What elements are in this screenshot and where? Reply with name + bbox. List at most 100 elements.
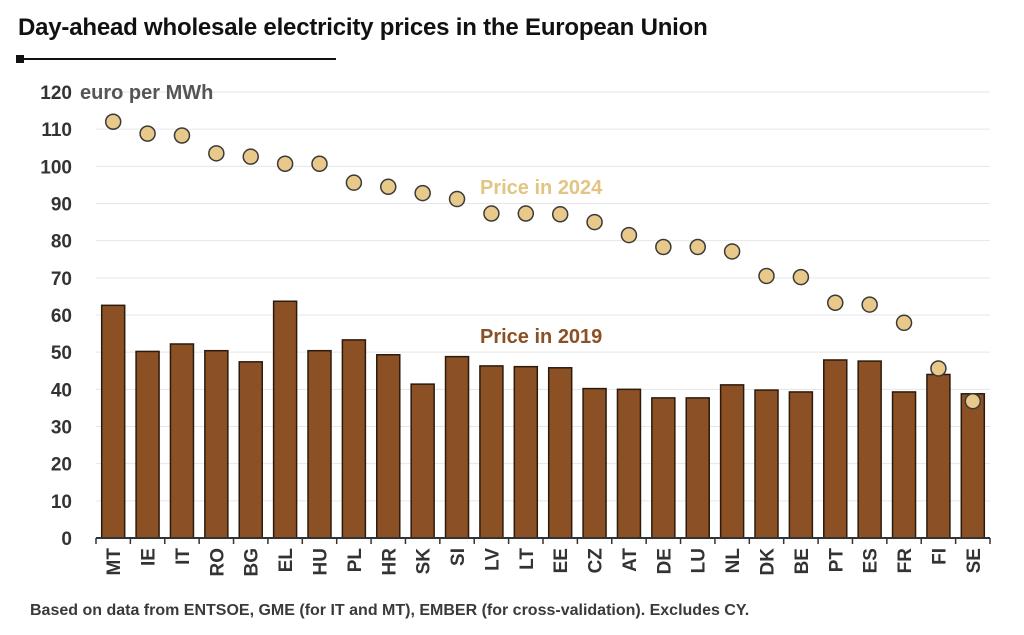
- x-tick-label-ES: ES: [861, 548, 882, 573]
- x-tick-label-MT: MT: [104, 548, 125, 576]
- y-tick-label: 30: [51, 418, 72, 439]
- bars-2019: [100, 300, 986, 539]
- bar-2019-MT: [100, 304, 126, 539]
- dot-2024-HR: [380, 178, 397, 196]
- source-note: Based on data from ENTSOE, GME (for IT a…: [30, 602, 750, 619]
- y-tick-label: 50: [51, 343, 72, 364]
- y-tick-label: 60: [51, 306, 72, 327]
- y-tick-label: 80: [51, 232, 72, 253]
- dot-2024-BE: [792, 268, 810, 286]
- dot-2024-LU: [689, 238, 706, 256]
- bar-2019-SI: [444, 355, 470, 539]
- dot-2024-EL: [276, 155, 294, 172]
- dot-2024-DE: [655, 238, 672, 256]
- x-tick-label-NL: NL: [723, 548, 744, 574]
- dot-2024-PT: [827, 294, 844, 311]
- bar-2019-EE: [547, 367, 573, 539]
- bar-2019-IE: [135, 350, 160, 539]
- y-axis-unit-label: euro per MWh: [80, 82, 213, 104]
- bar-2019-ES: [857, 360, 882, 539]
- x-tick-label-LT: LT: [517, 548, 538, 570]
- dot-2024-CZ: [586, 213, 603, 231]
- x-tick-label-PL: PL: [345, 548, 366, 573]
- x-tick-label-HU: HU: [311, 548, 332, 575]
- bar-2019-BG: [238, 361, 263, 539]
- bar-2019-PT: [823, 359, 848, 539]
- bar-2019-CZ: [582, 387, 607, 539]
- dot-2024-DK: [758, 267, 775, 285]
- x-tick-label-HR: HR: [379, 548, 400, 576]
- bar-2019-PL: [341, 339, 367, 539]
- series-label-2019: Price in 2019: [480, 326, 602, 348]
- axes: 0 10 20 30 40 50 60 70 80 90 100 110 120 MT IE IT RO BG EL…: [40, 83, 991, 577]
- dots-2024: [104, 113, 982, 410]
- x-tick-label-AT: AT: [620, 548, 641, 572]
- y-tick-label: 0: [61, 529, 72, 550]
- x-tick-label-PT: PT: [826, 548, 847, 573]
- y-tick-label: 120: [40, 83, 72, 104]
- y-tick-label: 110: [41, 120, 72, 141]
- bar-2019-RO: [204, 349, 229, 539]
- y-tick-label: 100: [40, 157, 72, 178]
- bar-2019-DE: [651, 397, 676, 539]
- dot-2024-ES: [861, 296, 878, 313]
- bar-2019-DK: [754, 389, 779, 539]
- bar-2019-HR: [376, 354, 401, 539]
- y-tick-label: 10: [51, 492, 72, 513]
- x-tick-label-BE: BE: [792, 548, 813, 574]
- chart-plot: 0 10 20 30 40 50 60 70 80 90 100 110 120 MT IE IT RO BG EL…: [40, 82, 991, 577]
- dot-2024-IE: [139, 125, 156, 142]
- dot-2024-BG: [242, 148, 259, 165]
- dot-2024-EE: [551, 206, 569, 223]
- bar-2019-AT: [616, 388, 642, 539]
- dot-2024-HU: [311, 155, 328, 172]
- dot-2024-NL: [723, 243, 741, 260]
- dot-2024-IT: [173, 127, 191, 144]
- dot-2024-AT: [620, 226, 638, 244]
- x-tick-label-SE: SE: [964, 548, 985, 573]
- chart-title: Day-ahead wholesale electricity prices i…: [18, 14, 708, 41]
- bar-2019-EL: [272, 300, 298, 539]
- bar-2019-LU: [685, 397, 710, 539]
- dot-2024-SI: [448, 190, 466, 208]
- y-tick-label: 90: [51, 195, 72, 216]
- x-tick-label-DE: DE: [654, 548, 675, 574]
- bar-2019-HU: [307, 349, 332, 539]
- dot-2024-SK: [414, 184, 431, 202]
- x-tick-label-IE: IE: [139, 548, 160, 566]
- dot-2024-SE: [964, 392, 982, 410]
- y-tick-label: 70: [51, 269, 72, 290]
- x-tick-label-CZ: CZ: [586, 548, 607, 574]
- bar-2019-LV: [479, 365, 504, 539]
- bar-2019-BE: [788, 391, 814, 539]
- gridlines: [96, 91, 990, 502]
- dot-2024-RO: [208, 145, 225, 162]
- x-tick-label-DK: DK: [758, 548, 779, 576]
- bar-2019-SK: [410, 383, 435, 539]
- title-rule: [18, 58, 336, 60]
- dot-2024-LV: [483, 205, 500, 222]
- x-tick-label-BG: BG: [242, 548, 263, 577]
- x-tick-label-FR: FR: [895, 548, 916, 574]
- x-tick-label-EL: EL: [276, 548, 297, 573]
- x-tick-label-EE: EE: [551, 548, 572, 573]
- bar-2019-IT: [169, 343, 195, 539]
- bar-2019-SE: [960, 393, 986, 539]
- y-tick-label: 40: [51, 380, 72, 401]
- x-tick-label-SI: SI: [448, 548, 469, 566]
- x-tick-label-LU: LU: [689, 548, 710, 573]
- x-tick-label-IT: IT: [173, 548, 194, 565]
- dot-2024-LT: [517, 205, 535, 222]
- bar-2019-FI: [926, 373, 951, 539]
- dot-2024-FR: [895, 314, 913, 332]
- series-label-2024: Price in 2024: [480, 177, 603, 199]
- x-tick-label-FI: FI: [929, 548, 950, 565]
- bar-2019-FR: [891, 391, 917, 539]
- dot-2024-MT: [104, 113, 122, 130]
- x-tick-label-SK: SK: [414, 548, 435, 575]
- bar-2019-LT: [513, 365, 539, 539]
- x-tick-label-LV: LV: [482, 548, 503, 571]
- dot-2024-PL: [345, 174, 363, 191]
- x-tick-label-RO: RO: [207, 548, 228, 577]
- bar-2019-NL: [719, 384, 745, 539]
